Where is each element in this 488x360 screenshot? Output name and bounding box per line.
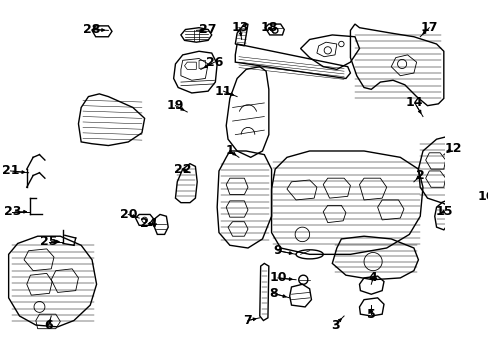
Text: 17: 17 (420, 21, 437, 34)
Text: 15: 15 (434, 205, 451, 218)
Text: 3: 3 (330, 319, 339, 332)
Text: 16: 16 (477, 190, 488, 203)
Text: 26: 26 (205, 56, 223, 69)
Text: 7: 7 (243, 314, 252, 327)
Text: 1: 1 (225, 144, 234, 157)
Text: 13: 13 (231, 21, 248, 34)
Text: 24: 24 (139, 217, 157, 230)
Text: 4: 4 (368, 271, 377, 284)
Text: 9: 9 (273, 244, 282, 257)
Text: 6: 6 (44, 319, 53, 332)
Text: 19: 19 (166, 99, 184, 112)
Text: 27: 27 (199, 23, 216, 36)
Text: 23: 23 (3, 205, 21, 218)
Text: 20: 20 (120, 208, 137, 221)
Text: 11: 11 (214, 85, 232, 98)
Text: 25: 25 (40, 235, 57, 248)
Text: 22: 22 (174, 163, 191, 176)
Text: 8: 8 (268, 287, 277, 300)
Text: 12: 12 (443, 142, 461, 155)
Text: 21: 21 (1, 165, 19, 177)
Text: 2: 2 (415, 169, 424, 182)
Text: 28: 28 (83, 23, 101, 36)
Text: 18: 18 (260, 21, 277, 34)
Text: 5: 5 (366, 308, 375, 321)
Text: 14: 14 (405, 96, 423, 109)
Text: 10: 10 (268, 271, 286, 284)
